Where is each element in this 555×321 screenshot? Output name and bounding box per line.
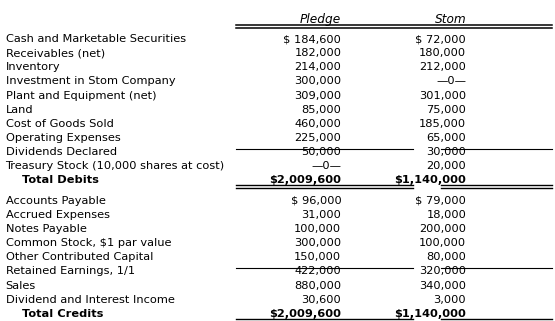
Text: Pledge: Pledge	[300, 13, 341, 26]
Text: 85,000: 85,000	[301, 105, 341, 115]
Text: $2,009,600: $2,009,600	[269, 309, 341, 319]
Text: $ 72,000: $ 72,000	[416, 34, 466, 44]
Text: Cash and Marketable Securities: Cash and Marketable Securities	[6, 34, 186, 44]
Text: Sales: Sales	[6, 281, 36, 291]
Text: $1,140,000: $1,140,000	[394, 175, 466, 185]
Text: 214,000: 214,000	[295, 62, 341, 72]
Text: Inventory: Inventory	[6, 62, 60, 72]
Text: Plant and Equipment (net): Plant and Equipment (net)	[6, 91, 156, 100]
Text: Common Stock, $1 par value: Common Stock, $1 par value	[6, 238, 171, 248]
Text: Treasury Stock (10,000 shares at cost): Treasury Stock (10,000 shares at cost)	[6, 161, 225, 171]
Text: Total Credits: Total Credits	[6, 309, 103, 319]
Text: 18,000: 18,000	[426, 210, 466, 220]
Text: Accounts Payable: Accounts Payable	[6, 196, 105, 206]
Text: 100,000: 100,000	[294, 224, 341, 234]
Text: 880,000: 880,000	[294, 281, 341, 291]
Text: Land: Land	[6, 105, 33, 115]
Text: $ 79,000: $ 79,000	[415, 196, 466, 206]
Text: 50,000: 50,000	[301, 147, 341, 157]
Text: $ 184,600: $ 184,600	[284, 34, 341, 44]
Text: Other Contributed Capital: Other Contributed Capital	[6, 252, 153, 262]
Text: 300,000: 300,000	[294, 76, 341, 86]
Text: 460,000: 460,000	[295, 119, 341, 129]
Text: 30,000: 30,000	[426, 147, 466, 157]
Text: 185,000: 185,000	[419, 119, 466, 129]
Text: Dividends Declared: Dividends Declared	[6, 147, 117, 157]
Text: Notes Payable: Notes Payable	[6, 224, 87, 234]
Text: 65,000: 65,000	[426, 133, 466, 143]
Text: —0—: —0—	[311, 161, 341, 171]
Text: 31,000: 31,000	[301, 210, 341, 220]
Text: Investment in Stom Company: Investment in Stom Company	[6, 76, 175, 86]
Text: Cost of Goods Sold: Cost of Goods Sold	[6, 119, 113, 129]
Text: 150,000: 150,000	[294, 252, 341, 262]
Text: Accrued Expenses: Accrued Expenses	[6, 210, 109, 220]
Text: 301,000: 301,000	[419, 91, 466, 100]
Text: 30,600: 30,600	[301, 295, 341, 305]
Text: 100,000: 100,000	[419, 238, 466, 248]
Text: Retained Earnings, 1/1: Retained Earnings, 1/1	[6, 266, 135, 276]
Text: 180,000: 180,000	[419, 48, 466, 58]
Text: 320,000: 320,000	[419, 266, 466, 276]
Text: Operating Expenses: Operating Expenses	[6, 133, 120, 143]
Text: Receivables (net): Receivables (net)	[6, 48, 105, 58]
Text: 422,000: 422,000	[295, 266, 341, 276]
Text: $1,140,000: $1,140,000	[394, 309, 466, 319]
Text: Total Debits: Total Debits	[6, 175, 98, 185]
Text: $ 96,000: $ 96,000	[291, 196, 341, 206]
Text: 340,000: 340,000	[419, 281, 466, 291]
Text: 300,000: 300,000	[294, 238, 341, 248]
Text: 80,000: 80,000	[426, 252, 466, 262]
Text: Stom: Stom	[435, 13, 466, 26]
Text: 225,000: 225,000	[295, 133, 341, 143]
Text: 20,000: 20,000	[426, 161, 466, 171]
Text: Dividend and Interest Income: Dividend and Interest Income	[6, 295, 174, 305]
Text: 200,000: 200,000	[419, 224, 466, 234]
Text: 309,000: 309,000	[294, 91, 341, 100]
Text: $2,009,600: $2,009,600	[269, 175, 341, 185]
Text: 182,000: 182,000	[294, 48, 341, 58]
Text: —0—: —0—	[436, 76, 466, 86]
Text: 212,000: 212,000	[420, 62, 466, 72]
Text: 75,000: 75,000	[426, 105, 466, 115]
Text: 3,000: 3,000	[433, 295, 466, 305]
